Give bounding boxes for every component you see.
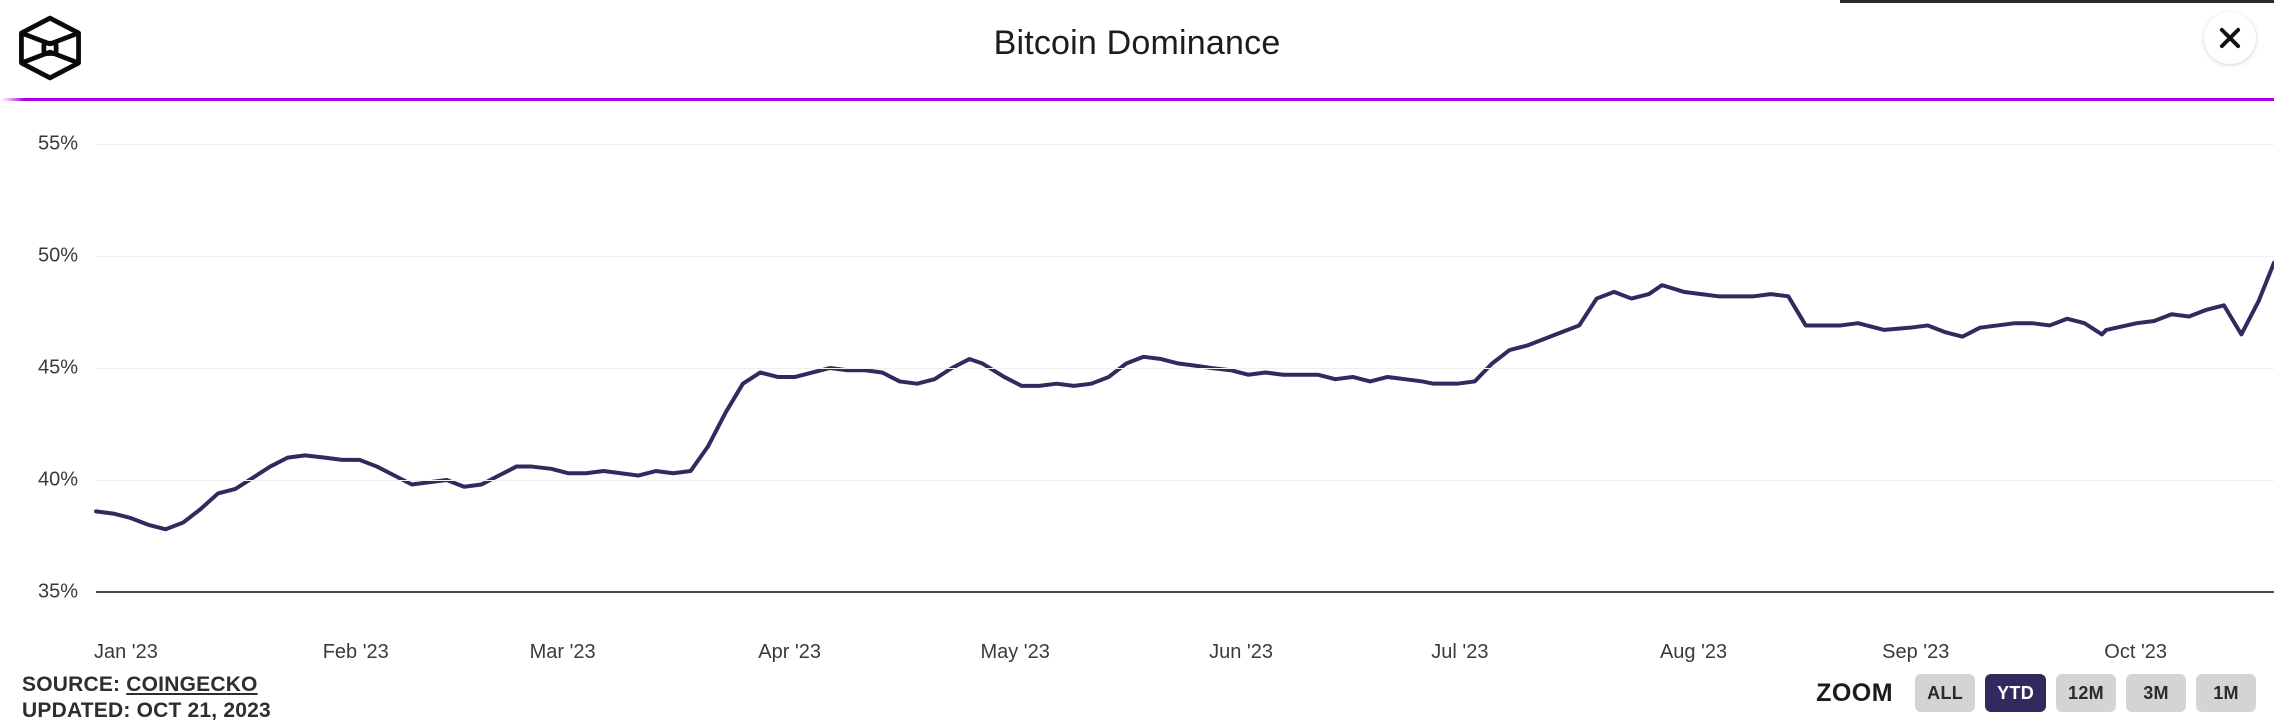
plot-region: [94, 101, 2274, 641]
close-icon: [2219, 27, 2241, 49]
header: Bitcoin Dominance: [0, 0, 2274, 98]
gridline: [96, 368, 2274, 369]
x-axis-tick-label: Apr '23: [758, 641, 822, 663]
gridline: [96, 256, 2274, 257]
accent-divider: [0, 98, 2274, 101]
zoom-controls: ZOOM ALL YTD 12M 3M 1M: [1816, 674, 2256, 712]
source-link[interactable]: COINGECKO: [126, 673, 258, 696]
hexagon-cube-icon: [16, 14, 84, 82]
y-axis-tick-label: 40%: [37, 468, 78, 491]
source-block: SOURCE: COINGECKO UPDATED: OCT 21, 2023: [22, 672, 271, 720]
zoom-button-group: ALL YTD 12M 3M 1M: [1915, 674, 2256, 712]
close-button[interactable]: [2204, 12, 2256, 64]
top-edge-rule: [1840, 0, 2274, 3]
x-axis-labels: Jan '23 Feb '23 Mar '23 Apr '23 May '23 Jun '…: [0, 641, 2274, 675]
zoom-label: ZOOM: [1816, 678, 1894, 707]
page-title: Bitcoin Dominance: [993, 24, 1281, 62]
x-axis-tick-label: Feb '23: [322, 641, 389, 663]
x-axis-tick-label: Jun '23: [1209, 641, 1273, 663]
footer: SOURCE: COINGECKO UPDATED: OCT 21, 2023 …: [0, 672, 2274, 720]
x-axis-tick-label: Jan '23: [94, 641, 158, 663]
updated-label: UPDATED: OCT 21, 2023: [22, 699, 271, 720]
x-axis-tick-label: Sep '23: [1882, 641, 1950, 663]
y-axis-tick-label: 45%: [37, 356, 78, 379]
gridline: [96, 480, 2274, 481]
x-axis-line: [96, 591, 2274, 593]
x-axis-tick-label: Jul '23: [1431, 641, 1489, 663]
source-prefix-label: SOURCE:: [22, 673, 127, 696]
x-axis-tick-label: May '23: [980, 641, 1050, 663]
chart-area: 35% 40% 45% 50% 55%: [0, 101, 2274, 641]
x-axis-tick-label: Mar '23: [529, 641, 596, 663]
zoom-button-12m[interactable]: 12M: [2056, 674, 2116, 712]
x-axis-tick-label: Oct '23: [2104, 641, 2168, 663]
y-axis-tick-label: 35%: [37, 580, 78, 603]
zoom-button-ytd[interactable]: YTD: [1985, 674, 2046, 712]
gridline: [96, 144, 2274, 145]
x-axis-tick-label: Aug '23: [1659, 641, 1728, 663]
series-line: [94, 260, 2274, 532]
source-line: SOURCE: COINGECKO: [22, 672, 271, 698]
dominance-line-series: [94, 260, 2274, 532]
y-axis-tick-label: 55%: [37, 132, 78, 155]
zoom-button-3m[interactable]: 3M: [2126, 674, 2186, 712]
zoom-button-all[interactable]: ALL: [1915, 674, 1976, 712]
y-axis-labels: 35% 40% 45% 50% 55%: [0, 101, 90, 641]
y-axis-tick-label: 50%: [37, 244, 78, 267]
zoom-button-1m[interactable]: 1M: [2196, 674, 2256, 712]
